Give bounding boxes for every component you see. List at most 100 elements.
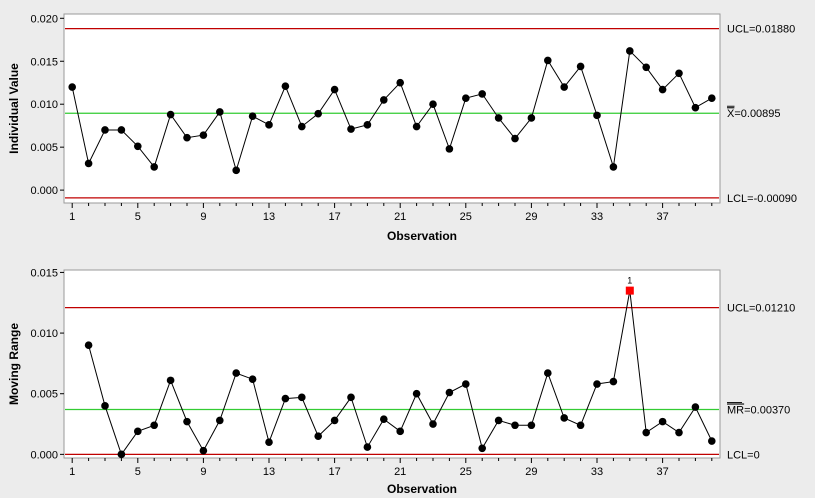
y-axis-title: Moving Range <box>7 323 21 405</box>
out-of-control-flag: 1 <box>627 276 632 286</box>
data-point <box>396 427 405 436</box>
data-point <box>691 403 700 411</box>
data-point <box>658 417 667 426</box>
out-of-control-point <box>625 286 634 295</box>
data-point <box>216 416 224 425</box>
data-point <box>347 125 355 133</box>
x-tick-label: 9 <box>200 466 206 478</box>
y-tick-label: 0.000 <box>30 185 58 197</box>
data-point <box>560 83 568 91</box>
data-point <box>314 432 323 440</box>
data-point <box>609 377 618 386</box>
data-point <box>150 421 158 430</box>
data-point <box>298 122 306 131</box>
data-point <box>117 126 126 134</box>
x-axis-title: Observation <box>387 229 457 243</box>
data-point <box>396 78 405 87</box>
y-axis-title: Individual Value <box>7 63 21 154</box>
center-line-value: =0.00895 <box>734 108 780 120</box>
data-point <box>412 389 421 398</box>
data-point <box>134 142 142 151</box>
data-point <box>199 131 208 139</box>
y-tick-label: 0.010 <box>30 328 58 340</box>
x-tick-label: 33 <box>591 211 603 223</box>
data-point <box>429 420 437 428</box>
data-point <box>593 380 601 388</box>
data-point <box>281 82 290 90</box>
data-point <box>478 90 487 98</box>
data-point <box>84 341 93 350</box>
data-point <box>642 428 650 437</box>
data-point <box>216 108 224 116</box>
data-point <box>462 94 470 102</box>
x-tick-label: 1 <box>69 466 75 478</box>
data-point <box>363 121 372 129</box>
data-point <box>166 376 175 385</box>
y-tick-label: 0.015 <box>30 267 58 279</box>
x-tick-label: 37 <box>656 466 668 478</box>
data-point <box>544 369 552 377</box>
data-point <box>494 416 503 425</box>
data-point <box>412 122 421 131</box>
data-point <box>560 414 568 422</box>
lcl-label: LCL=-0.00090 <box>727 193 797 205</box>
y-tick-label: 0.010 <box>30 99 58 111</box>
data-point <box>380 415 388 423</box>
x-tick-label: 5 <box>135 466 141 478</box>
data-point <box>658 85 667 94</box>
plot-area <box>63 269 721 459</box>
x-tick-label: 13 <box>263 211 275 223</box>
x-tick-label: 25 <box>460 466 472 478</box>
data-point <box>478 444 487 453</box>
center-line-symbol: MR <box>727 404 744 416</box>
data-point <box>527 421 536 430</box>
x-tick-label: 17 <box>328 211 340 223</box>
center-line-value: =0.00370 <box>744 404 790 416</box>
ucl-label: UCL=0.01880 <box>727 24 795 36</box>
data-point <box>248 375 257 383</box>
series-line <box>71 49 713 173</box>
data-point <box>265 121 273 129</box>
data-point <box>150 163 158 171</box>
y-tick-label: 0.005 <box>30 389 58 401</box>
x-tick-label: 5 <box>135 211 141 223</box>
ucl-label: UCL=0.01210 <box>727 303 795 315</box>
data-point <box>117 450 126 459</box>
data-point <box>134 427 142 436</box>
data-point <box>626 47 634 55</box>
data-point <box>429 100 437 109</box>
data-point <box>593 111 601 120</box>
data-point <box>494 114 503 122</box>
x-tick-label: 37 <box>656 211 668 223</box>
data-point <box>298 393 306 402</box>
lcl-label: LCL=0 <box>727 449 760 461</box>
x-tick-label: 9 <box>200 211 206 223</box>
data-point <box>232 369 240 377</box>
x-tick-label: 1 <box>69 211 75 223</box>
x-tick-label: 33 <box>591 466 603 478</box>
data-point <box>281 394 290 403</box>
data-point <box>380 96 388 104</box>
data-point <box>347 393 355 402</box>
x-axis-title: Observation <box>387 482 457 496</box>
data-point <box>314 109 323 118</box>
y-tick-label: 0.005 <box>30 142 58 154</box>
data-point <box>462 380 470 388</box>
data-point <box>511 421 519 430</box>
data-point <box>166 110 175 119</box>
center-line-label: MR=0.00370 <box>727 404 790 416</box>
chart-panel-2: 0.000 0.005 0.010 0.015 1 5 9 13 17 21 25 29 33 37 Obs… <box>7 267 795 496</box>
y-tick-label: 0.015 <box>30 56 58 68</box>
data-point <box>511 134 519 143</box>
data-point <box>609 163 618 171</box>
x-tick-label: 13 <box>263 466 275 478</box>
y-tick-label: 0.000 <box>30 449 58 461</box>
data-point <box>576 62 585 71</box>
data-point <box>675 428 683 437</box>
data-point <box>445 145 454 153</box>
x-tick-label: 21 <box>394 211 406 223</box>
data-point <box>248 112 257 121</box>
data-point <box>101 126 109 134</box>
data-point <box>199 446 208 455</box>
